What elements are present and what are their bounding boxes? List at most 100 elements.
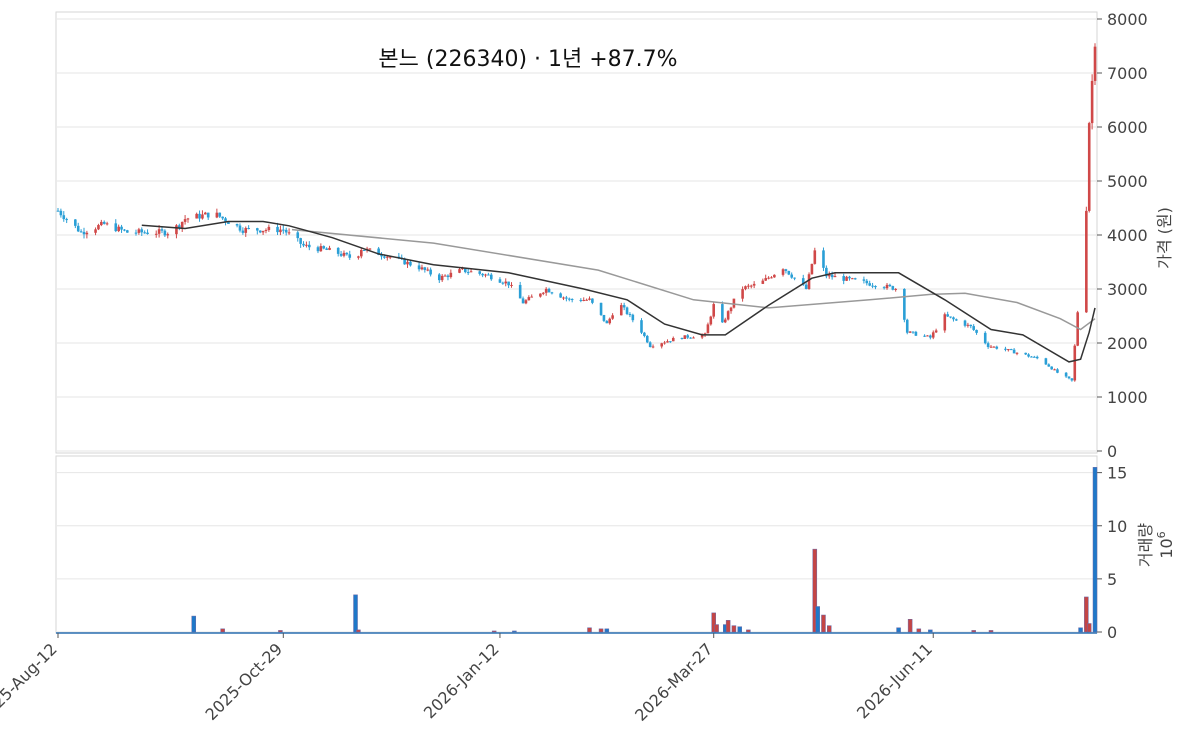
volume-bar [356,629,361,633]
price-y-tick-labels: 0 1000 2000 3000 4000 5000 6000 7000 8000 [1097,10,1148,461]
candle-body [761,280,765,284]
candle-body [934,330,938,333]
price-tick-label: 0 [1107,442,1117,461]
candle-body [1030,356,1033,358]
candle-body [842,276,845,281]
candle-body [140,229,144,233]
candle-body [484,274,487,276]
candle-body [830,274,834,278]
candle-body [100,221,103,226]
volume-bar [988,630,994,633]
candle-body [853,278,857,280]
candle-body [683,335,687,339]
candle-body [478,271,482,274]
candle-body [1015,352,1019,354]
candle-body [238,225,242,231]
candle-body [848,276,851,279]
price-gridlines [57,18,1096,452]
candle-body [241,230,245,233]
volume-bar [1078,627,1083,633]
candle-body [801,278,805,285]
volume-bar [821,614,826,633]
candle-body [995,346,999,349]
candle-body [305,244,308,246]
candle-body [114,223,118,232]
candle-body [680,337,684,339]
volume-bar [815,606,820,633]
candle-body [380,255,383,257]
candle-body [157,229,161,234]
candle-body [825,267,828,277]
candle-body [302,243,305,246]
candle-body [582,299,586,301]
candle-body [931,332,935,338]
candle-body [666,341,669,343]
candle-body [466,272,470,274]
candle-body [989,346,993,348]
candle-body [105,223,109,225]
candle-body [822,250,825,268]
candle-body [247,228,250,230]
candle-body [567,298,571,300]
candle-body [94,229,97,233]
candle-body [827,274,831,277]
volume-bar [971,630,976,633]
candle-body [1056,369,1059,373]
volume-bar [220,628,225,633]
candle-body [1093,46,1097,81]
price-tick-label: 8000 [1107,10,1148,29]
x-tick-label: 2025-Oct-29 [201,639,286,724]
candle-body [689,337,692,339]
candle-body [1035,356,1039,359]
candle-body [82,231,86,235]
candle-body [481,273,484,276]
candle-body [186,218,190,220]
candle-body [362,250,366,252]
candle-body [426,269,430,271]
candle-body [871,285,874,287]
price-tick-label: 2000 [1107,334,1148,353]
candle-body [692,337,695,339]
candle-body [726,311,730,320]
candle-body [530,296,534,298]
price-tick-label: 5000 [1107,172,1148,191]
candle-body [308,244,311,248]
volume-tick-label: 15 [1107,464,1127,483]
price-axis-label: 가격 (원) [1155,207,1174,269]
candle-body [1087,123,1091,211]
candle-body [963,320,967,326]
candle-body [409,261,412,266]
candle-body [518,284,522,299]
candle-body [923,335,926,337]
candle-body [85,232,89,235]
volume-bar [714,624,719,633]
candle-body [628,314,632,316]
volume-scale-label: 106 [1155,531,1176,558]
candle-body [723,319,727,323]
volume-tick-label: 5 [1107,570,1117,589]
candle-body [732,298,736,308]
candle-body [781,269,785,275]
candle-body [966,324,970,326]
candle-body [773,274,776,278]
candle-body [539,293,542,297]
candle-body [611,315,614,319]
candle-body [487,274,490,276]
candle-body [385,256,389,258]
candle-body [201,214,204,219]
candle-body [218,212,222,217]
candle-body [1009,349,1013,351]
candle-body [336,247,340,254]
candle-body [527,297,531,301]
candle-body [645,335,649,343]
candle-body [469,271,473,273]
candle-body [160,229,164,231]
candle-body [504,281,508,284]
volume-panel-frame [55,455,1098,634]
candle-body [790,274,793,278]
x-tick-label: 2025-Aug-12 [0,639,61,726]
volume-axis-label: 거래량 [1136,523,1155,567]
candle-body [608,318,612,324]
candle-body [146,232,149,235]
candle-body [709,316,713,325]
